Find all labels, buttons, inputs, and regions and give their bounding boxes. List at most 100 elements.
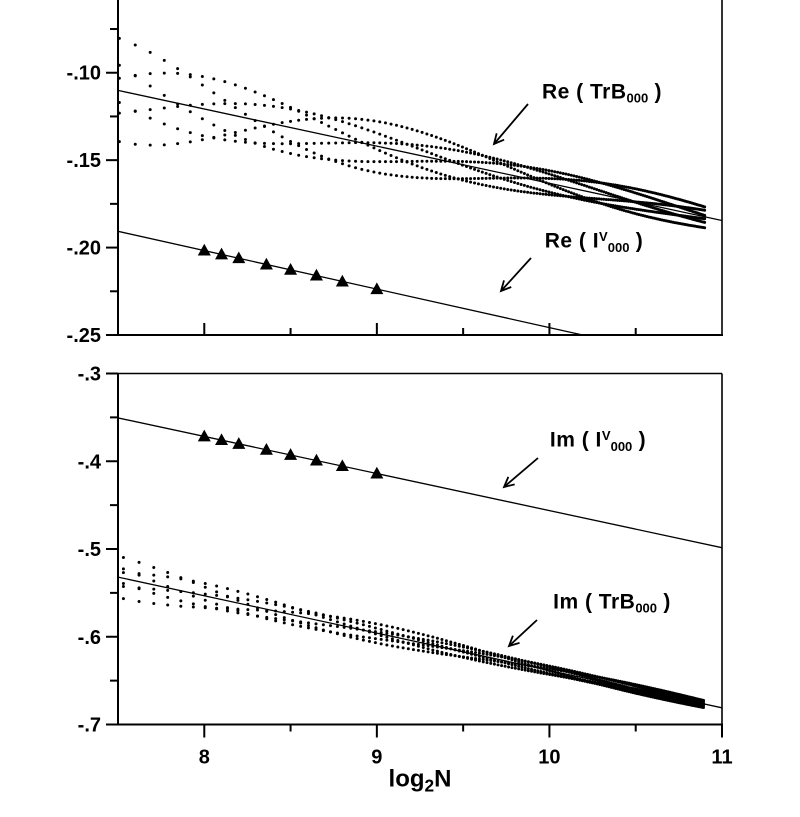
- data-dot: [547, 172, 551, 176]
- data-dot: [526, 660, 530, 664]
- data-dot: [385, 631, 389, 635]
- data-dot: [415, 176, 419, 180]
- data-dot: [274, 600, 278, 604]
- data-dot: [541, 176, 545, 180]
- data-dot: [609, 678, 613, 682]
- data-dot: [585, 177, 589, 181]
- data-dot: [133, 142, 137, 146]
- data-dot: [492, 174, 496, 178]
- data-dot: [533, 670, 537, 674]
- data-dot: [188, 103, 192, 107]
- data-dot: [137, 572, 141, 576]
- data-dot: [439, 146, 443, 150]
- data-dot: [271, 142, 275, 146]
- data-dot: [535, 177, 539, 181]
- data-dot: [289, 139, 293, 143]
- data-dot: [550, 169, 554, 173]
- data-dot: [597, 201, 601, 205]
- data-dot: [320, 157, 324, 161]
- data-dot: [585, 672, 589, 676]
- data-dot: [703, 220, 707, 224]
- data-dot: [379, 642, 383, 646]
- triangle-marker: [370, 466, 384, 479]
- data-dot: [469, 180, 473, 184]
- data-dot: [473, 160, 477, 164]
- data-dot: [550, 193, 554, 197]
- data-dot: [355, 618, 359, 622]
- data-dot: [439, 155, 443, 159]
- data-dot: [492, 158, 496, 162]
- data-dot: [435, 643, 439, 647]
- label-text: Im ( I: [549, 428, 602, 452]
- data-dot: [449, 652, 453, 656]
- data-dot: [578, 678, 582, 682]
- data-dot: [470, 652, 474, 656]
- data-dot: [495, 160, 499, 164]
- data-dot: [282, 610, 286, 614]
- data-dot: [526, 667, 530, 671]
- data-dot: [488, 184, 492, 188]
- data-dot: [223, 128, 227, 132]
- data-dot: [152, 565, 156, 569]
- data-dot: [572, 192, 576, 196]
- sub-text: 000: [607, 239, 630, 255]
- data-dot: [271, 130, 275, 134]
- data-dot: [611, 198, 615, 202]
- data-dot: [400, 158, 404, 162]
- data-dot: [517, 660, 521, 664]
- data-dot: [530, 664, 534, 668]
- data-dot: [558, 171, 562, 175]
- data-dot: [564, 189, 568, 193]
- data-dot: [253, 119, 257, 123]
- data-dot: [599, 201, 603, 205]
- data-dot: [561, 176, 565, 180]
- data-dot: [526, 184, 530, 188]
- data-dot: [121, 597, 125, 601]
- data-dot: [212, 102, 216, 106]
- data-dot: [539, 663, 543, 667]
- data-dot: [473, 181, 477, 185]
- data-dot: [439, 177, 443, 181]
- data-dot: [556, 674, 560, 678]
- data-dot: [379, 628, 383, 632]
- data-dot: [480, 183, 484, 187]
- data-dot: [542, 671, 546, 675]
- data-dot: [448, 158, 452, 162]
- data-dot: [556, 185, 560, 189]
- data-dot: [426, 638, 430, 642]
- data-dot: [582, 179, 586, 183]
- data-dot: [480, 170, 484, 174]
- data-dot: [535, 191, 539, 195]
- data-dot: [280, 142, 284, 146]
- data-dot: [253, 103, 257, 107]
- data-dot: [522, 164, 526, 168]
- triangle-marker: [335, 274, 349, 287]
- data-dot: [499, 176, 503, 180]
- y-tick-label: -.25: [67, 325, 101, 347]
- re-trb-samples: [118, 36, 707, 230]
- data-dot: [604, 191, 608, 195]
- data-dot: [162, 143, 166, 147]
- data-dot: [583, 674, 587, 678]
- data-dot: [585, 199, 589, 203]
- data-dot: [448, 175, 452, 179]
- data-dot: [469, 177, 473, 181]
- data-dot: [516, 181, 520, 185]
- data-dot: [469, 166, 473, 170]
- data-dot: [200, 102, 204, 106]
- data-dot: [188, 75, 192, 79]
- data-dot: [461, 644, 465, 648]
- data-dot: [212, 123, 216, 127]
- data-dot: [367, 630, 371, 634]
- data-dot: [593, 680, 597, 684]
- data-dot: [426, 644, 430, 648]
- data-dot: [421, 639, 425, 643]
- data-dot: [305, 110, 309, 114]
- data-dot: [274, 613, 278, 617]
- data-dot: [452, 148, 456, 152]
- data-dot: [573, 677, 577, 681]
- data-dot: [606, 203, 610, 207]
- data-dot: [340, 141, 344, 145]
- y-tick-label: -.4: [78, 451, 102, 473]
- data-dot: [289, 105, 293, 109]
